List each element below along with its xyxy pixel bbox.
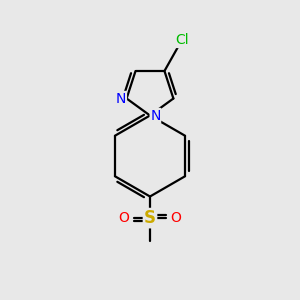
Text: O: O — [118, 211, 129, 225]
Text: Cl: Cl — [176, 33, 189, 47]
Text: N: N — [116, 92, 126, 106]
Text: O: O — [171, 211, 182, 225]
Text: N: N — [150, 109, 161, 122]
Text: S: S — [144, 209, 156, 227]
